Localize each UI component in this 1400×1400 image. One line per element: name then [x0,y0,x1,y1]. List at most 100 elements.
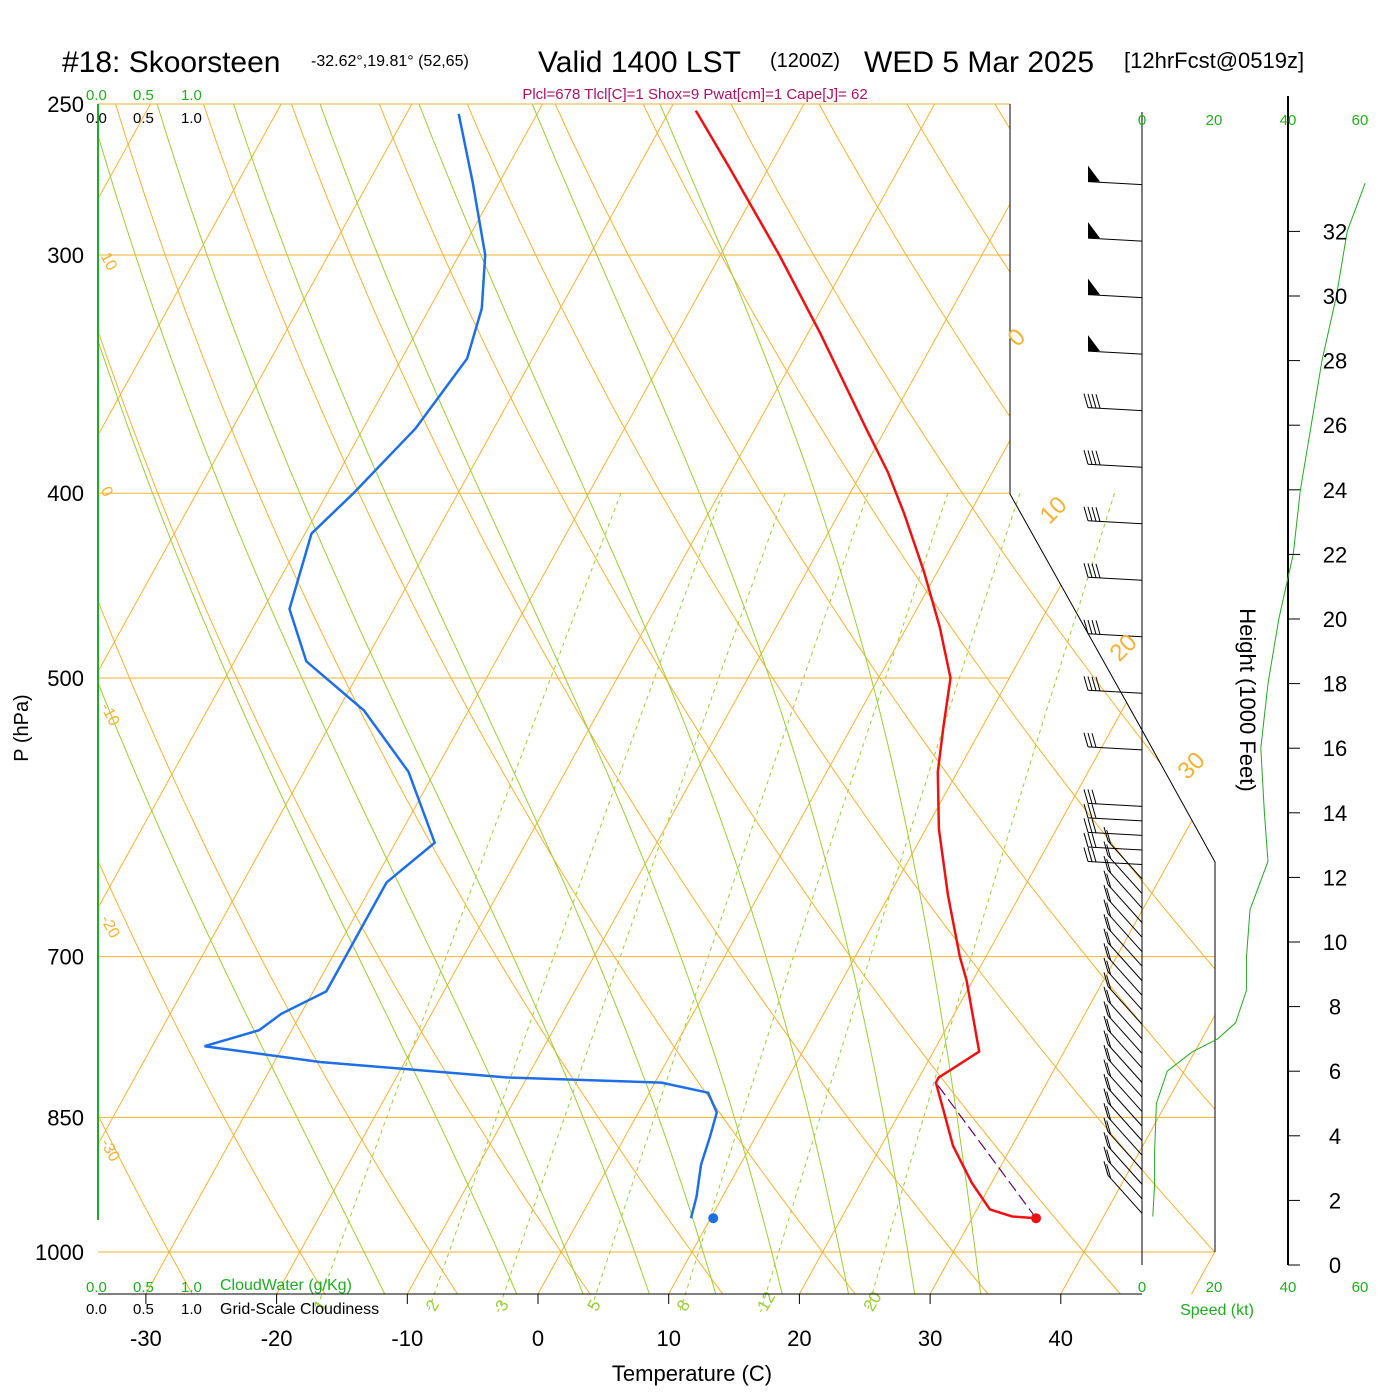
barb-staff [1107,942,1143,982]
wind-barb [1103,914,1143,967]
barb-pennant [1088,278,1100,295]
moist-adiabat-25 [405,104,854,1294]
barb-staff [1107,1145,1143,1185]
station-name: #18: Skoorsteen [62,46,280,79]
isotherm-label-8: 30 [1173,747,1211,785]
speed-tick-bottom-0: 0 [1138,1279,1146,1296]
barb-feather [1091,506,1097,522]
barb-feather [1103,841,1109,856]
barb-feather [1087,676,1093,691]
barb-feather [1106,1018,1112,1034]
barb-feather [1106,931,1112,946]
dewpoint-line [204,113,719,1219]
speed-tick-bottom-20: 20 [1206,1279,1223,1296]
barb-staff [1107,913,1143,953]
barb-staff [1087,746,1143,751]
isotherm--10 [396,104,1085,1294]
wind-barb [1083,732,1143,751]
barb-staff [1107,1160,1143,1200]
speed-tick-top-40: 40 [1280,112,1297,129]
bottom-green-tick-2: 1.0 [181,1279,202,1296]
barb-feather [1103,1117,1109,1132]
barb-feather [1103,1030,1109,1045]
wind-barb [1103,1030,1143,1083]
moist-adiabat-5 [98,104,592,1294]
barb-feather [1103,1044,1109,1060]
top-green-tick-0: 0.0 [86,87,107,104]
mixing-ratio-lines: 1 2 3 5 8 12 20 [310,493,1115,1314]
height-tick-24: 24 [1323,478,1347,503]
height-tick-20: 20 [1323,607,1347,632]
barb-staff [1107,855,1143,894]
barb-feather [1106,1135,1112,1150]
barb-feather [1087,803,1093,819]
dry-adiabat--20 [98,104,339,1294]
dry-adiabat-40 [365,104,1141,1294]
barb-feather [1087,506,1093,522]
wind-barb [1103,841,1143,894]
barb-feather [1087,789,1093,804]
barb-feather [1106,829,1112,845]
cloudwater-label: CloudWater (g/Kg) [220,1277,352,1294]
wind-barb [1103,1015,1143,1069]
barb-feather [1103,1015,1109,1031]
barb-feather [1103,957,1109,972]
barb-staff [1087,817,1143,822]
dry-adiabat--30 [98,104,206,1294]
barb-feather [1103,972,1109,987]
barb-feather [1106,887,1112,903]
barb-feather [1083,832,1089,848]
height-tick-28: 28 [1323,349,1347,374]
isotherm-label-3: -20 [97,913,123,941]
moist-adiabat-0 [98,104,527,1294]
height-tick-4: 4 [1329,1124,1341,1149]
bottom-black-tick-1: 0.5 [133,1301,154,1318]
height-tick-30: 30 [1323,284,1347,309]
barb-feather [1083,789,1089,804]
height-axis-title: Height (1000 Feet) [1235,608,1260,791]
barb-feather [1103,1088,1109,1103]
mixing-ratio-1 [315,493,622,1313]
pressure-tick-250: 250 [47,92,84,117]
barb-staff [1107,1000,1143,1040]
barb-feather [1106,1004,1112,1019]
barb-feather [1103,1132,1109,1147]
barb-staff [1087,520,1143,525]
height-tick-22: 22 [1323,542,1347,567]
bottom-green-tick-1: 0.5 [133,1279,154,1296]
speed-tick-top-20: 20 [1206,112,1223,129]
isotherm--80 [98,104,170,1294]
barb-staff [1107,840,1143,880]
x-tick--20: -20 [261,1326,293,1351]
barb-staff [1087,831,1143,836]
height-tick-14: 14 [1323,801,1347,826]
pressure-tick-1000: 1000 [35,1240,84,1265]
wind-barb [1083,506,1143,525]
top-black-tick-2: 1.0 [181,110,202,127]
x-tick--30: -30 [130,1326,162,1351]
barb-feather [1091,833,1097,848]
wind-barb [1103,957,1143,1011]
height-tick-2: 2 [1329,1188,1341,1213]
barb-staff [1087,463,1143,468]
moist-adiabat-15 [221,104,723,1294]
wind-barb [1103,855,1143,909]
barb-feather [1103,899,1109,914]
x-tick-30: 30 [918,1326,942,1351]
wind-barb [1103,885,1143,938]
barb-staff [1107,956,1143,996]
temperature-line [694,109,1037,1220]
barb-feather [1091,818,1097,833]
barb-staff [1107,1087,1143,1127]
wind-barb [1103,870,1143,923]
isotherm-0 [527,104,1215,1294]
barb-staff [1107,869,1143,909]
barb-feather [1095,620,1101,635]
y-axis-title: P (hPa) [11,694,33,761]
pressure-tick-300: 300 [47,243,84,268]
wind-barb [1103,1132,1143,1185]
barb-feather [1095,507,1101,522]
barb-staff [1107,1102,1143,1141]
barb-feather [1106,1149,1112,1164]
barb-staff [1107,1015,1143,1054]
